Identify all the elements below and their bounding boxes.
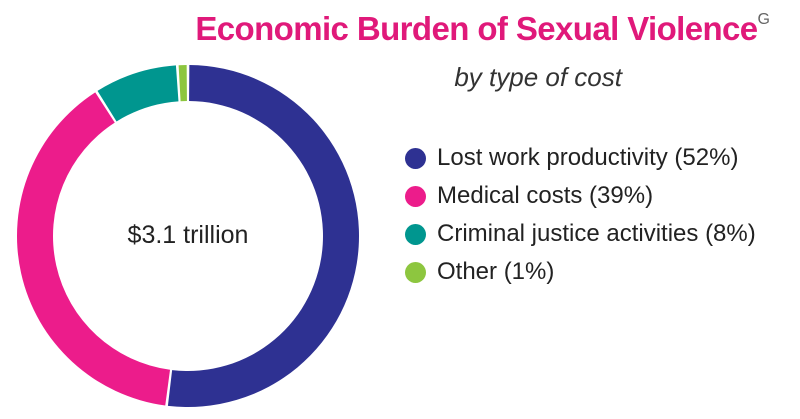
legend-item: Medical costs (39%): [405, 177, 756, 215]
donut-center-label: $3.1 trillion: [127, 221, 249, 249]
legend-swatch: [405, 223, 426, 245]
chart-title: Economic Burden of Sexual ViolenceG: [195, 10, 770, 48]
legend-label: Other (1%): [437, 258, 555, 285]
donut-slice-3: [178, 65, 187, 102]
legend-swatch: [405, 185, 426, 207]
legend-label: Criminal justice activities (8%): [437, 220, 756, 247]
legend-item: Lost work productivity (52%): [405, 139, 756, 177]
legend-label: Medical costs (39%): [437, 182, 654, 209]
legend-item: Criminal justice activities (8%): [405, 215, 756, 253]
legend-swatch: [405, 261, 426, 283]
legend-item: Other (1%): [405, 253, 756, 291]
donut-chart: [16, 65, 360, 407]
legend-label: Lost work productivity (52%): [437, 144, 739, 171]
donut-slice-1: [16, 92, 171, 406]
title-superscript: G: [757, 11, 770, 28]
donut-slice-2: [97, 65, 179, 122]
chart-legend: Lost work productivity (52%) Medical cost…: [405, 139, 756, 291]
chart-subtitle: by type of cost: [454, 62, 622, 92]
chart-title-text: Economic Burden of Sexual Violence: [195, 10, 758, 47]
donut-slice-0: [167, 65, 360, 407]
legend-swatch: [405, 147, 426, 169]
